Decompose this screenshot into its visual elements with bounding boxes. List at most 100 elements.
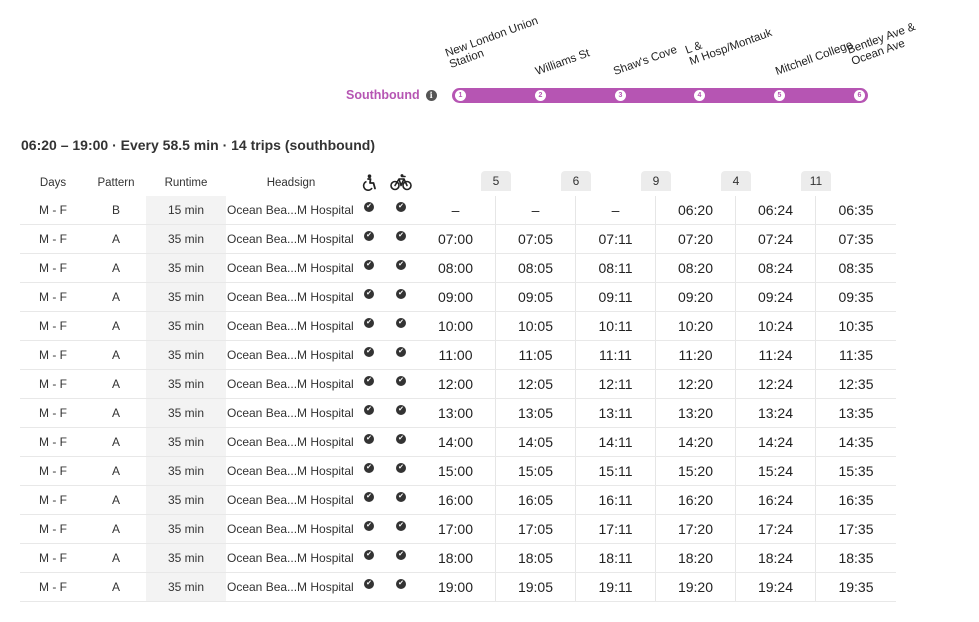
stop-name-5: Mitchell College (773, 38, 855, 78)
check-cell: ✔ (358, 573, 380, 601)
stop-time: 13:05 (496, 399, 576, 427)
stop-dot-1[interactable]: 1 (455, 90, 466, 101)
table-row[interactable]: M - F A 35 min Ocean Bea...M Hospital ✔ ✔ 16:0… (20, 486, 896, 515)
check-circle-icon: ✔ (364, 318, 374, 328)
route-bar: 1 2 3 4 5 6 (452, 88, 868, 103)
check-cell: ✔ (388, 486, 414, 514)
stop-time: 09:35 (838, 289, 874, 305)
stop-dot-3[interactable]: 3 (615, 90, 626, 101)
cell-pattern: A (111, 232, 120, 246)
stop-name-3: Shaw's Cove (611, 43, 679, 78)
table-row[interactable]: M - F A 35 min Ocean Bea...M Hospital ✔ ✔ 09:0… (20, 283, 896, 312)
stop-column-tab[interactable]: 4 (721, 171, 751, 191)
stop-time: 09:20 (656, 283, 736, 311)
check-circle-icon: ✔ (364, 376, 374, 386)
table-row[interactable]: M - F A 35 min Ocean Bea...M Hospital ✔ ✔ 14:0… (20, 428, 896, 457)
stop-time: 11:00 (416, 341, 496, 369)
check-cell: ✔ (388, 573, 414, 601)
table-header: Days Pattern Runtime Headsign 5 6 9 4 11 (20, 169, 896, 196)
stop-time: 19:35 (838, 579, 874, 595)
stop-dot-5[interactable]: 5 (774, 90, 785, 101)
cell-runtime: 15 min (146, 196, 226, 224)
check-cell: ✔ (388, 399, 414, 427)
cell-days: M - F (39, 580, 67, 594)
cell-days: M - F (39, 319, 67, 333)
direction-text: Southbound (346, 88, 420, 102)
cell-headsign: Ocean Bea...M Hospital (227, 493, 354, 507)
table-row[interactable]: M - F A 35 min Ocean Bea...M Hospital ✔ ✔ 12:0… (20, 370, 896, 399)
header-headsign: Headsign (266, 176, 316, 189)
stop-time: – (576, 196, 656, 224)
table-row[interactable]: M - F A 35 min Ocean Bea...M Hospital ✔ ✔ 18:0… (20, 544, 896, 573)
check-cell: ✔ (358, 312, 380, 340)
table-row[interactable]: M - F A 35 min Ocean Bea...M Hospital ✔ ✔ 07:0… (20, 225, 896, 254)
stop-dot-6[interactable]: 6 (854, 90, 865, 101)
check-circle-icon: ✔ (364, 289, 374, 299)
stop-time: 07:24 (736, 225, 816, 253)
check-circle-icon: ✔ (396, 289, 406, 299)
stop-time: 15:00 (416, 457, 496, 485)
stop-time: 07:35 (838, 231, 874, 247)
stop-time: – (496, 196, 576, 224)
stop-column-tab[interactable]: 9 (641, 171, 671, 191)
stop-name-6: Bentley Ave & Ocean Ave (845, 21, 917, 68)
cell-headsign: Ocean Bea...M Hospital (227, 232, 354, 246)
stop-time: 06:35 (838, 202, 874, 218)
check-circle-icon: ✔ (396, 231, 406, 241)
stop-time: 17:35 (838, 521, 874, 537)
table-row[interactable]: M - F A 35 min Ocean Bea...M Hospital ✔ ✔ 11:0… (20, 341, 896, 370)
cell-headsign: Ocean Bea...M Hospital (227, 464, 354, 478)
cell-days: M - F (39, 435, 67, 449)
cell-headsign: Ocean Bea...M Hospital (227, 377, 354, 391)
stop-time: 16:24 (736, 486, 816, 514)
stop-time: 06:24 (736, 196, 816, 224)
stop-column-tab[interactable]: 6 (561, 171, 591, 191)
cell-headsign: Ocean Bea...M Hospital (227, 435, 354, 449)
stop-time: 15:24 (736, 457, 816, 485)
table-row[interactable]: M - F A 35 min Ocean Bea...M Hospital ✔ ✔ 08:0… (20, 254, 896, 283)
check-cell: ✔ (358, 457, 380, 485)
check-cell: ✔ (388, 457, 414, 485)
cell-headsign: Ocean Bea...M Hospital (227, 406, 354, 420)
info-icon[interactable]: i (425, 89, 437, 101)
stop-time: 16:20 (656, 486, 736, 514)
table-row[interactable]: M - F A 35 min Ocean Bea...M Hospital ✔ ✔ 19:0… (20, 573, 896, 602)
stop-time: 19:05 (496, 573, 576, 601)
cell-days: M - F (39, 232, 67, 246)
stop-time: 18:20 (656, 544, 736, 572)
stop-dot-4[interactable]: 4 (694, 90, 705, 101)
cell-days: M - F (39, 406, 67, 420)
stop-column-tab[interactable]: 5 (481, 171, 511, 191)
table-row[interactable]: M - F B 15 min Ocean Bea...M Hospital ✔ ✔ – – –0… (20, 196, 896, 225)
stop-time: 10:35 (838, 318, 874, 334)
table-row[interactable]: M - F A 35 min Ocean Bea...M Hospital ✔ ✔ 13:0… (20, 399, 896, 428)
table-row[interactable]: M - F A 35 min Ocean Bea...M Hospital ✔ ✔ 15:0… (20, 457, 896, 486)
stop-time: 13:35 (838, 405, 874, 421)
stop-time: 07:00 (416, 225, 496, 253)
cell-headsign: Ocean Bea...M Hospital (227, 522, 354, 536)
cell-days: M - F (39, 464, 67, 478)
stop-dot-2[interactable]: 2 (535, 90, 546, 101)
stop-time: 08:24 (736, 254, 816, 282)
check-circle-icon: ✔ (396, 492, 406, 502)
stop-time: 09:24 (736, 283, 816, 311)
table-row[interactable]: M - F A 35 min Ocean Bea...M Hospital ✔ ✔ 17:0… (20, 515, 896, 544)
cell-pattern: A (111, 406, 120, 420)
table-row[interactable]: M - F A 35 min Ocean Bea...M Hospital ✔ ✔ 10:0… (20, 312, 896, 341)
cell-headsign: Ocean Bea...M Hospital (227, 348, 354, 362)
check-circle-icon: ✔ (396, 550, 406, 560)
cell-pattern: A (111, 290, 120, 304)
cell-days: M - F (39, 203, 67, 217)
check-circle-icon: ✔ (364, 260, 374, 270)
cell-runtime: 35 min (146, 399, 226, 427)
stop-time: 15:05 (496, 457, 576, 485)
cell-runtime: 35 min (146, 573, 226, 601)
stop-time: 11:35 (839, 347, 873, 363)
stop-column-tab[interactable]: 11 (801, 171, 831, 191)
check-cell: ✔ (388, 544, 414, 572)
check-cell: ✔ (388, 515, 414, 543)
check-circle-icon: ✔ (364, 550, 374, 560)
stop-time: 10:20 (656, 312, 736, 340)
cell-runtime: 35 min (146, 225, 226, 253)
cell-pattern: A (111, 493, 120, 507)
